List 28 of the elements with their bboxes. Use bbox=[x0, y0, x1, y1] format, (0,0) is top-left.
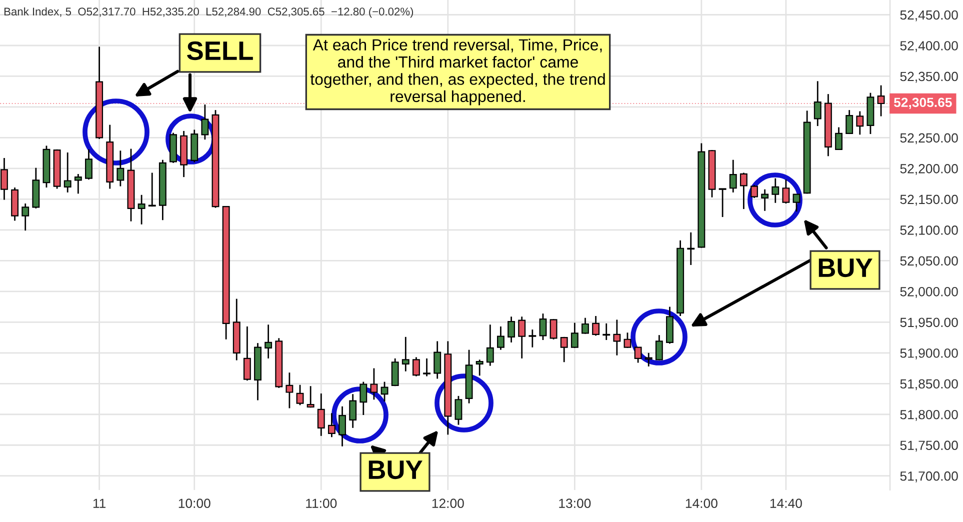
y-tick-label: 51,700.00 bbox=[900, 471, 958, 482]
y-tick-label: 51,950.00 bbox=[900, 318, 958, 329]
x-tick-label: 11 bbox=[93, 498, 106, 508]
y-tick-label: 51,800.00 bbox=[900, 410, 958, 421]
y-tick-label: 52,150.00 bbox=[900, 194, 958, 206]
x-tick-label: 10:00 bbox=[178, 498, 210, 508]
y-tick-label: 51,900.00 bbox=[900, 348, 958, 360]
y-tick-label: 51,750.00 bbox=[900, 440, 958, 452]
y-tick-label: 52,000.00 bbox=[900, 286, 958, 298]
x-tick-label: 12:00 bbox=[432, 498, 464, 508]
x-tick-label: 14:00 bbox=[686, 498, 718, 508]
y-tick-label: 52,350.00 bbox=[900, 72, 958, 83]
annotation: BUY bbox=[818, 258, 872, 278]
ref-line-label: 52,305.65 bbox=[894, 98, 952, 109]
y-tick-label: 52,050.00 bbox=[900, 256, 958, 268]
text: Bank Index, 5 O52,317.70 H52,335.20 L52,284.90 C52,305.65 −12.80 (−0.02%) bbox=[4, 7, 414, 18]
annotation: BUY bbox=[368, 460, 422, 480]
annotation: At each Price trend reversal, Time, Price, and the 'Third market factor' came together, and then, as expected, the trend reversal happened. bbox=[310, 38, 605, 106]
y-tick-label: 52,100.00 bbox=[900, 226, 958, 236]
x-tick-label: 11:00 bbox=[306, 498, 337, 508]
annotation: SELL bbox=[187, 41, 253, 60]
x-tick-label: 14:40 bbox=[770, 498, 802, 508]
y-tick-label: 52,400.00 bbox=[900, 41, 958, 52]
x-tick-label: 13:00 bbox=[559, 498, 591, 508]
y-tick-label: 51,850.00 bbox=[900, 379, 958, 390]
y-tick-label: 52,200.00 bbox=[900, 164, 958, 175]
y-tick-label: 52,450.00 bbox=[900, 10, 958, 22]
y-tick-label: 52,250.00 bbox=[900, 133, 958, 144]
